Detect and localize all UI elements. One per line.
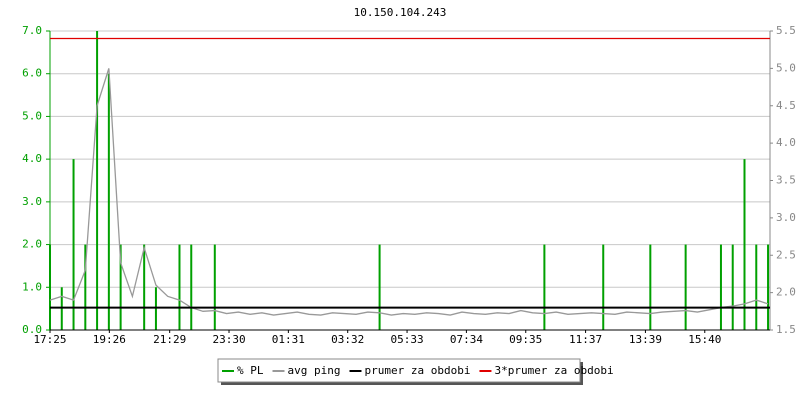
pl-spike — [602, 244, 605, 330]
pl-spike — [743, 159, 746, 330]
pl-spike — [378, 244, 381, 330]
x-tick-label: 01:31 — [272, 333, 305, 346]
legend-label: % PL — [237, 364, 264, 377]
pl-spike — [154, 287, 157, 330]
y-tick-label: 5.0 — [22, 109, 42, 122]
x-tick-label: 17:25 — [33, 333, 66, 346]
pl-spike — [731, 244, 734, 330]
y2-tick-label: 2.0 — [776, 286, 796, 299]
y-tick-label: 0.0 — [22, 323, 42, 336]
pl-spike — [60, 287, 63, 330]
y-tick-label: 4.0 — [22, 152, 42, 165]
pl-spike — [143, 244, 146, 330]
y2-tick-label: 1.5 — [776, 323, 796, 336]
legend: % PL avg ping prumer za obdobi 3*prumer za … — [217, 358, 614, 385]
pl-spike — [178, 244, 181, 330]
pl-spike — [684, 244, 687, 330]
x-tick-label: 23:30 — [212, 333, 245, 346]
y-tick-label: 1.0 — [22, 280, 42, 293]
y-tick-label: 2.0 — [22, 238, 42, 251]
chart-title: 10.150.104.243 — [354, 6, 447, 19]
x-tick-label: 07:34 — [450, 333, 483, 346]
legend-label: prumer za obdobi — [364, 364, 470, 377]
pl-spike — [190, 244, 193, 330]
legend-label: 3*prumer za obdobi — [494, 364, 613, 377]
y2-tick-label: 5.0 — [776, 61, 796, 74]
pl-spike — [543, 244, 546, 330]
pl-spike — [719, 244, 722, 330]
pl-spike — [767, 244, 770, 330]
legend-box — [217, 358, 581, 383]
x-tick-label: 19:26 — [93, 333, 126, 346]
y2-tick-label: 3.0 — [776, 211, 796, 224]
y2-tick-label: 3.5 — [776, 174, 796, 187]
pl-spike — [96, 31, 99, 330]
x-tick-label: 21:29 — [153, 333, 186, 346]
x-tick-label: 09:35 — [509, 333, 542, 346]
y2-tick-label: 5.5 — [776, 24, 796, 37]
x-tick-label: 05:33 — [390, 333, 423, 346]
x-tick-label: 13:39 — [629, 333, 662, 346]
legend-label: avg ping — [288, 364, 341, 377]
x-tick-label: 15:40 — [688, 333, 721, 346]
y-tick-label: 3.0 — [22, 195, 42, 208]
y2-tick-label: 4.0 — [776, 136, 796, 149]
pl-spike — [72, 159, 75, 330]
pl-spike — [649, 244, 652, 330]
y2-tick-label: 4.5 — [776, 99, 796, 112]
pl-spike — [84, 244, 87, 330]
y2-tick-label: 2.5 — [776, 248, 796, 261]
ping-line — [49, 68, 769, 316]
pl-spike — [755, 244, 758, 330]
pl-spike — [119, 244, 122, 330]
y-tick-label: 6.0 — [22, 67, 42, 80]
pl-spike — [49, 244, 51, 330]
x-tick-label: 03:32 — [331, 333, 364, 346]
y-tick-label: 7.0 — [22, 24, 42, 37]
x-tick-label: 11:37 — [569, 333, 602, 346]
pl-spike — [213, 244, 216, 330]
pl-spike — [107, 73, 110, 330]
